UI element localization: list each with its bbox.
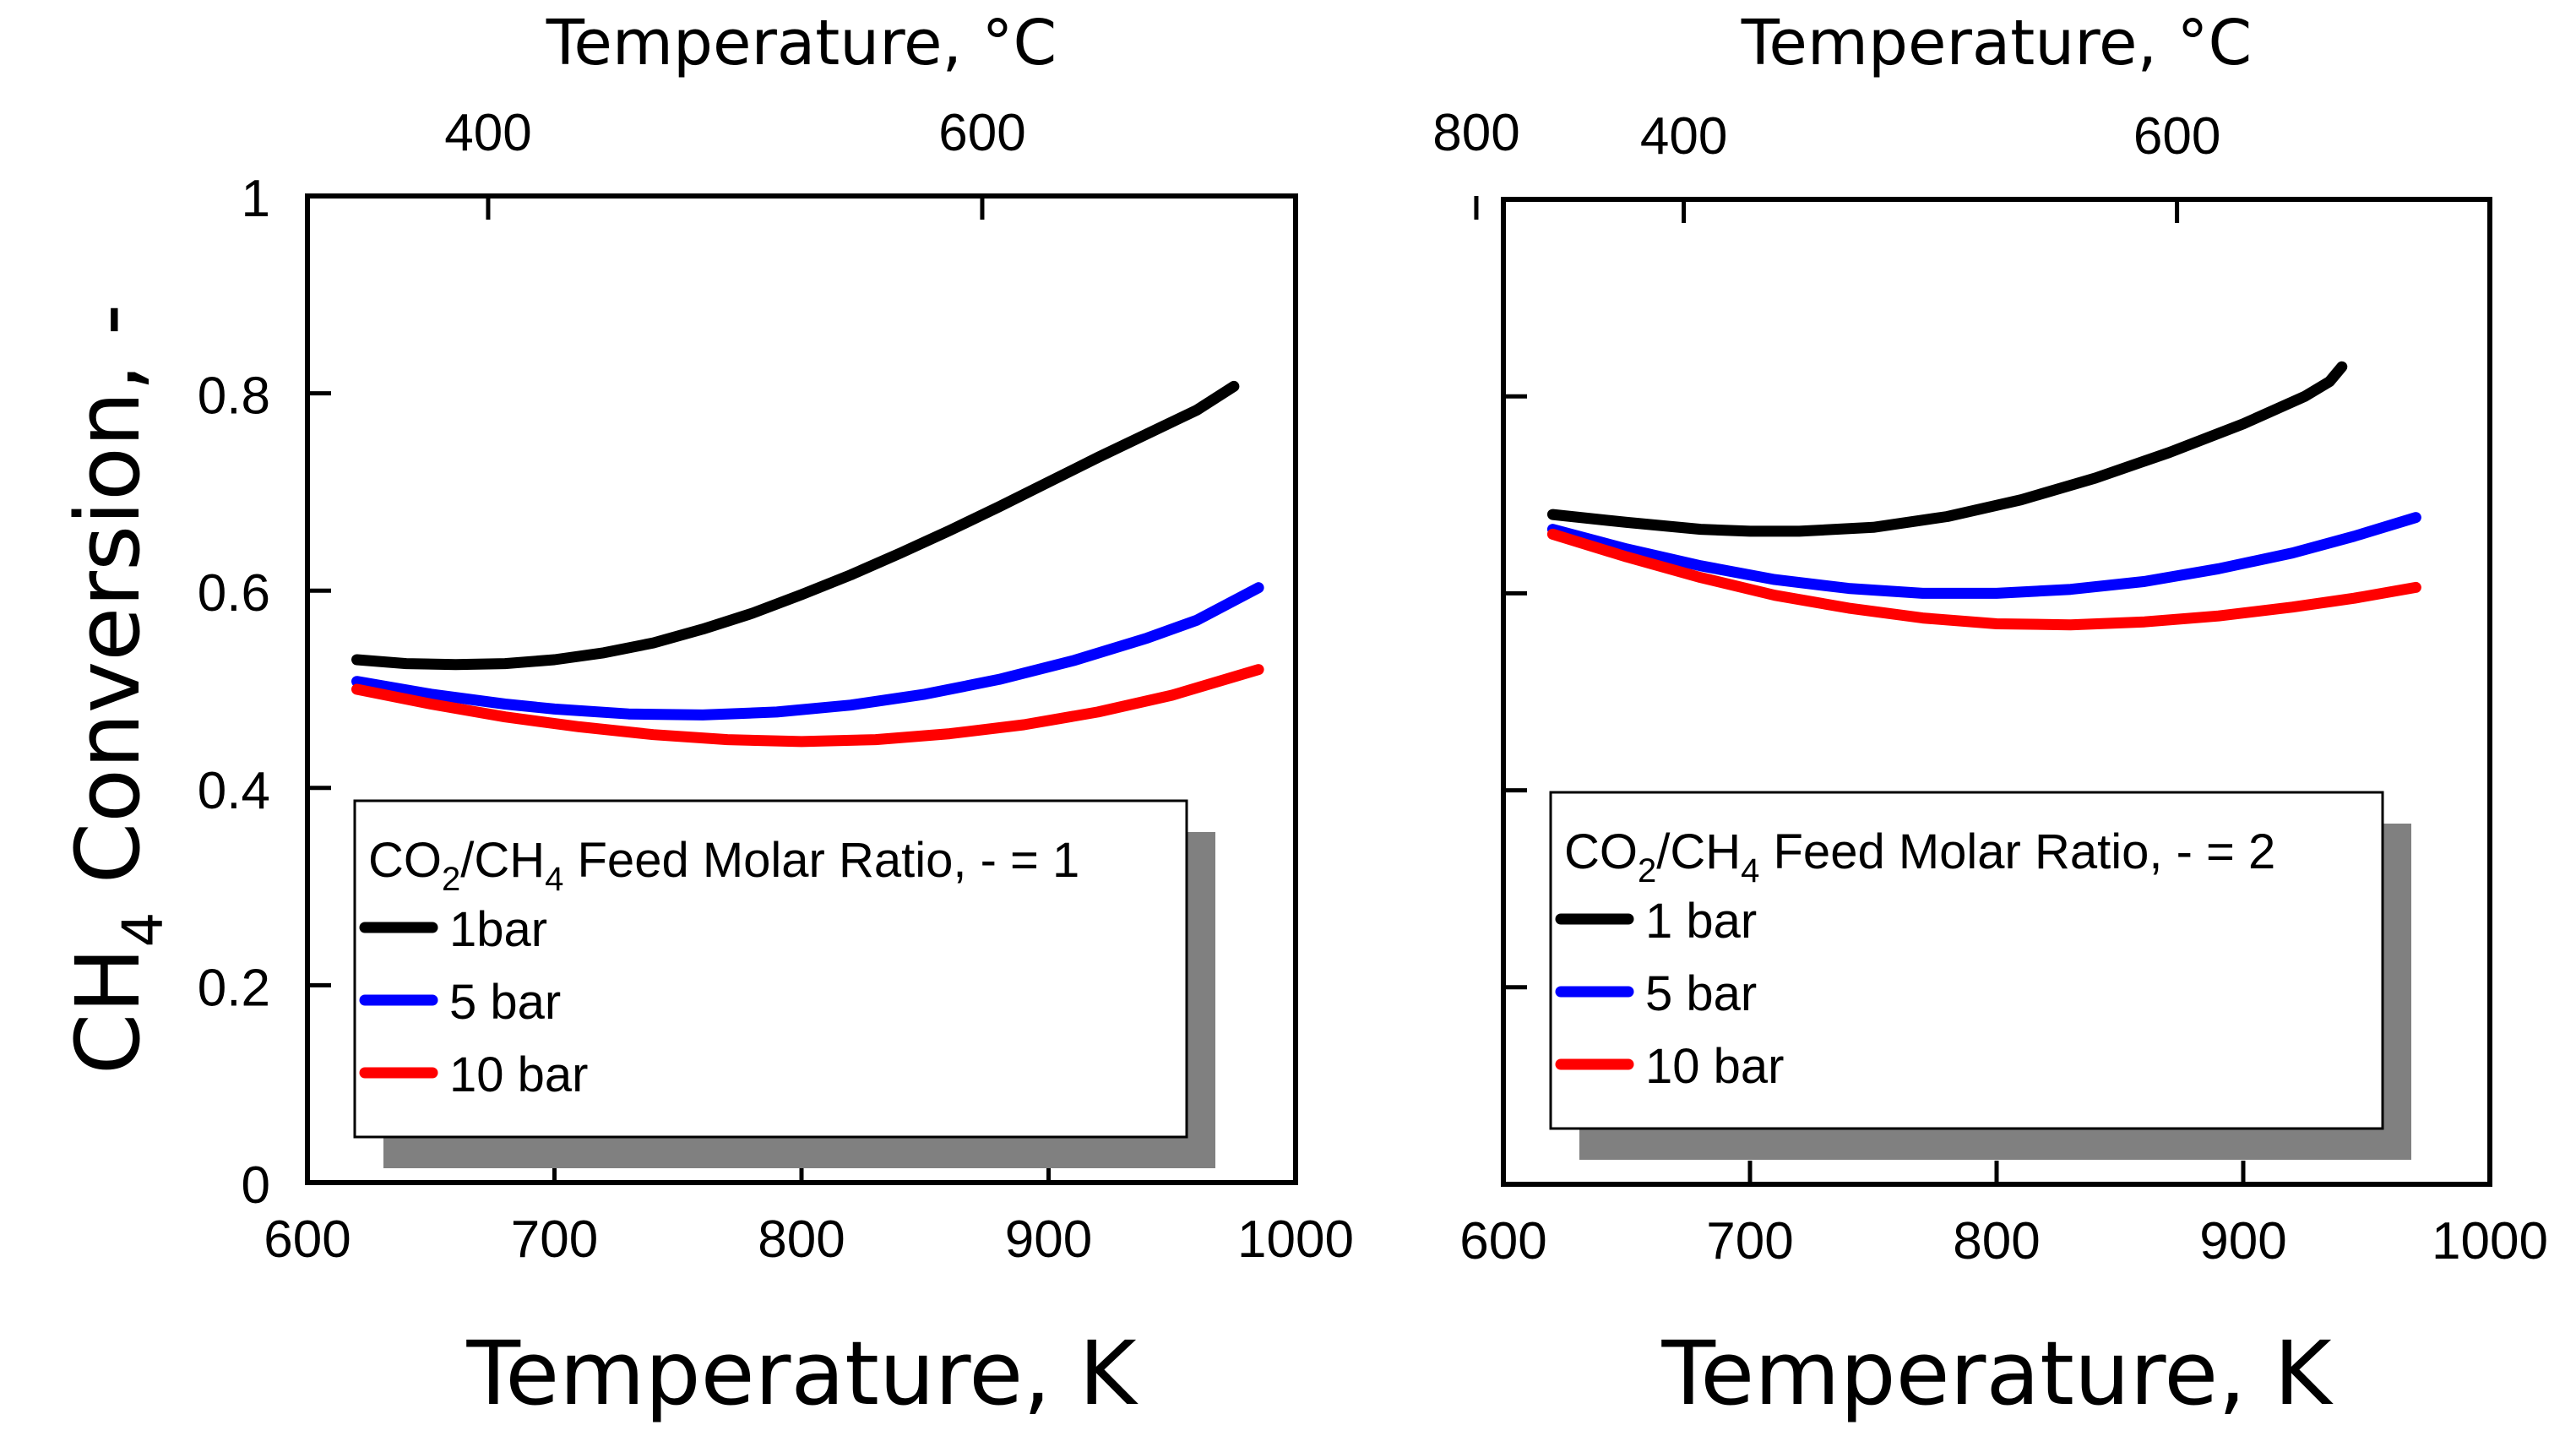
- legend-title: CO2/CH4 Feed Molar Ratio, - = 1: [368, 833, 1079, 898]
- series-line-10-bar: [351, 664, 1264, 748]
- x-tick-label: 800: [1953, 1212, 2040, 1270]
- legend-entry-label: 1 bar: [1645, 894, 1757, 949]
- y-tick-label: 0.4: [198, 762, 270, 820]
- y-axis-title: CH4 Conversion, -: [57, 304, 176, 1075]
- x2-axis-title: Temperature, °C: [546, 7, 1057, 79]
- x-tick-label: 700: [1706, 1212, 1793, 1270]
- legend-title: CO2/CH4 Feed Molar Ratio, - = 2: [1564, 824, 2275, 889]
- legend-entry-label: 1bar: [449, 902, 547, 957]
- legend-box: [353, 799, 1188, 1139]
- x-tick-label: 600: [1459, 1212, 1546, 1270]
- x-axis-title: Temperature, K: [465, 1322, 1139, 1425]
- series-line-10-bar: [1546, 528, 2421, 631]
- series-line-5-bar: [351, 582, 1264, 721]
- x-tick-label: 600: [264, 1210, 351, 1269]
- x2-tick-label: 600: [2133, 107, 2220, 166]
- y-tick-label: 0: [242, 1156, 270, 1215]
- series-group: [351, 380, 1264, 748]
- right-chart-panel: 6007008009001000400600800Temperature, KT…: [1459, 7, 2548, 1425]
- x2-tick-label: 800: [1432, 104, 1519, 162]
- x2-tick-label: 400: [444, 104, 531, 162]
- legend-entry-label: 10 bar: [449, 1047, 588, 1102]
- x-tick-label: 700: [511, 1210, 598, 1269]
- series-line-1-bar: [1546, 361, 2348, 537]
- legend-entry-label: 10 bar: [1645, 1039, 1784, 1094]
- x2-tick-label: 400: [1640, 107, 1727, 166]
- x2-tick-label: 600: [938, 104, 1025, 162]
- x-axis-title: Temperature, K: [1660, 1322, 2334, 1425]
- y-tick-label: 0.6: [198, 564, 270, 623]
- legend-entry-label: 5 bar: [449, 975, 561, 1030]
- legend-entry-label: 5 bar: [1645, 966, 1757, 1021]
- legend: CO2/CH4 Feed Molar Ratio, - = 21 bar 5 ba…: [1549, 791, 2411, 1160]
- y-tick-label: 0.2: [198, 959, 270, 1017]
- series-line-1-bar: [351, 380, 1240, 671]
- x-tick-label: 1000: [2432, 1212, 2548, 1270]
- legend-box: [1549, 791, 2384, 1130]
- y-tick-label: 0.8: [198, 367, 270, 426]
- y-tick-label: 1: [242, 170, 270, 228]
- left-chart-panel: 600 700 800 900 1000 400 600 800 0 0.2 0.4 0.6 0.8 1 T…: [57, 7, 1520, 1425]
- series-group: [1546, 361, 2421, 631]
- x2-axis-title: Temperature, °C: [1741, 7, 2252, 79]
- series-line-5-bar: [1546, 512, 2421, 599]
- x-tick-label: 900: [2199, 1212, 2286, 1270]
- x-tick-label: 800: [758, 1210, 845, 1269]
- x-tick-label: 1000: [1237, 1210, 1354, 1269]
- x-tick-label: 900: [1005, 1210, 1092, 1269]
